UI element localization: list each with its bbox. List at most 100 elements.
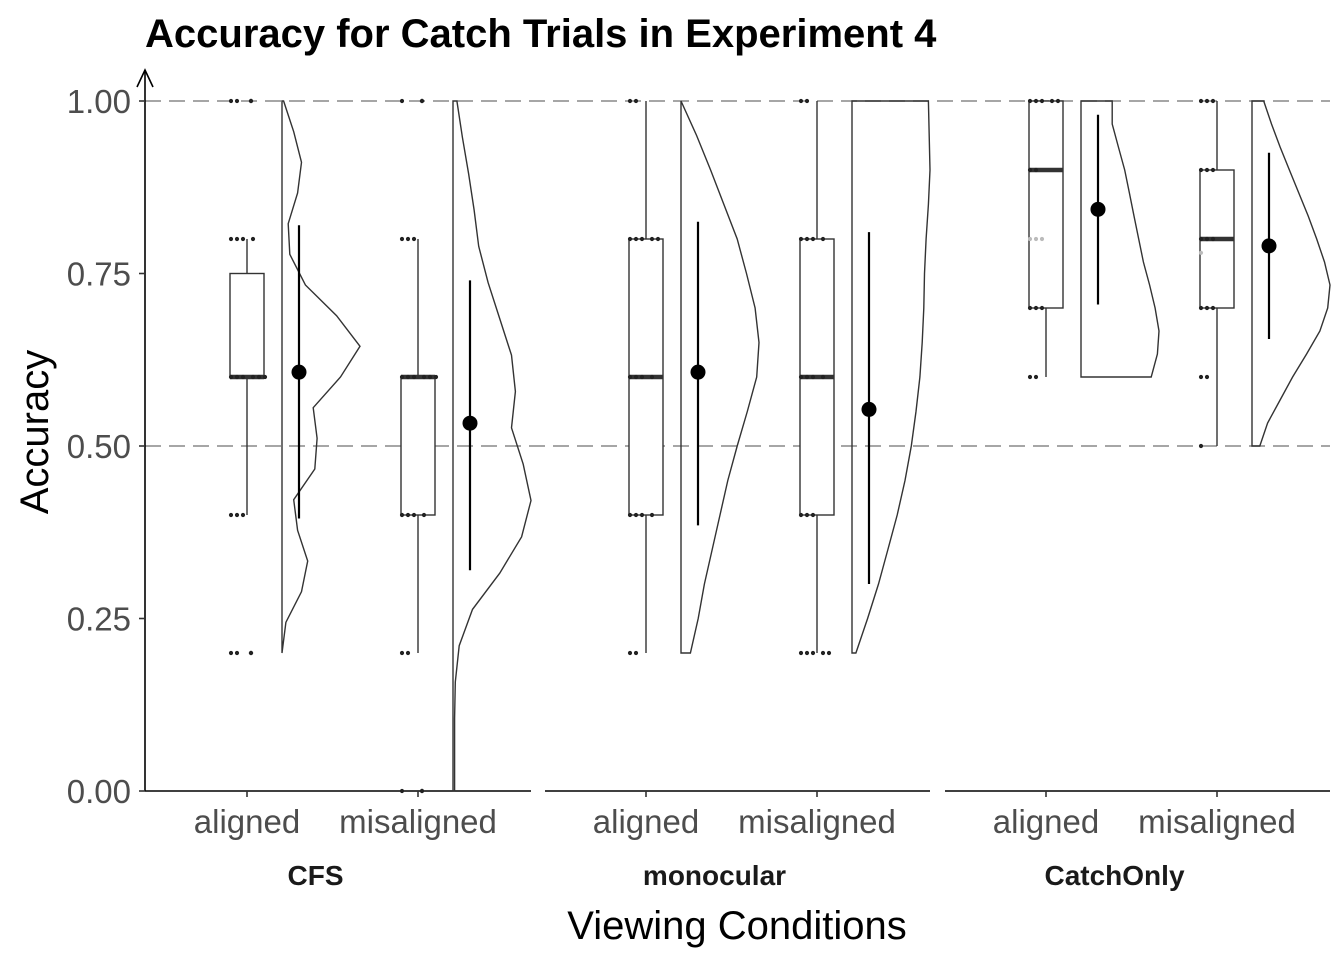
- data-point: [399, 98, 405, 104]
- mean-point: [1261, 238, 1277, 254]
- data-point: [1210, 98, 1216, 104]
- data-point: [1039, 98, 1045, 104]
- data-point: [228, 236, 234, 242]
- data-point: [655, 236, 661, 242]
- data-point: [1027, 374, 1033, 380]
- data-point: [405, 512, 411, 518]
- data-point: [399, 374, 405, 380]
- data-point: [240, 512, 246, 518]
- data-point: [228, 650, 234, 656]
- data-point: [810, 374, 816, 380]
- box-iqr: [400, 376, 436, 516]
- y-axis-arrow: [136, 68, 154, 88]
- chart-title: Accuracy for Catch Trials in Experiment …: [145, 12, 937, 56]
- data-point: [1027, 98, 1033, 104]
- data-point: [820, 374, 826, 380]
- data-point: [1204, 98, 1210, 104]
- data-point: [1033, 374, 1039, 380]
- violin-density: [851, 100, 931, 654]
- data-point: [1204, 374, 1210, 380]
- data-point: [256, 374, 262, 380]
- data-point: [399, 788, 405, 794]
- data-point: [421, 512, 427, 518]
- data-point: [411, 374, 417, 380]
- x-tick-label: misaligned: [738, 803, 896, 840]
- data-point: [405, 650, 411, 656]
- data-point: [649, 512, 655, 518]
- data-point: [240, 236, 246, 242]
- data-point: [804, 650, 810, 656]
- data-point: [627, 650, 633, 656]
- data-point: [234, 374, 240, 380]
- data-point: [633, 236, 639, 242]
- data-point: [234, 236, 240, 242]
- data-point: [1198, 305, 1204, 311]
- data-point: [1204, 167, 1210, 173]
- violin-density: [680, 100, 760, 654]
- data-point: [633, 98, 639, 104]
- y-tick-label: 0.50: [67, 428, 131, 465]
- data-point: [804, 98, 810, 104]
- box-outlier: [248, 98, 254, 104]
- mean-point: [291, 364, 307, 380]
- data-point: [1033, 236, 1039, 242]
- data-point: [1198, 250, 1204, 255]
- mean-point: [462, 415, 478, 431]
- data-point: [1033, 305, 1039, 311]
- data-point: [633, 650, 639, 656]
- data-point: [798, 98, 804, 104]
- facet-label: CFS: [288, 860, 344, 891]
- data-point: [399, 236, 405, 242]
- data-point: [798, 374, 804, 380]
- data-point: [411, 512, 417, 518]
- x-tick-label: aligned: [993, 803, 1099, 840]
- data-point: [250, 236, 256, 242]
- box-outlier: [419, 788, 425, 794]
- data-point: [639, 512, 645, 518]
- data-point: [1204, 305, 1210, 311]
- data-point: [405, 236, 411, 242]
- mean-point: [1090, 201, 1106, 217]
- y-axis-title: Accuracy: [13, 350, 57, 515]
- data-point: [804, 236, 810, 242]
- box-outlier: [248, 650, 254, 656]
- data-point: [810, 512, 816, 518]
- data-point: [1210, 305, 1216, 311]
- violin-density: [1080, 100, 1160, 378]
- y-tick-label: 1.00: [67, 83, 131, 120]
- x-tick-label: misaligned: [1138, 803, 1296, 840]
- data-point: [798, 512, 804, 518]
- y-tick-label: 0.75: [67, 256, 131, 293]
- mean-point: [861, 401, 877, 417]
- mean-point: [690, 364, 706, 380]
- data-point: [798, 236, 804, 242]
- data-point: [1198, 443, 1204, 449]
- plot-area: 0.00 0.25 0.50 0.75 1.00 aligned misaligned CFS…: [67, 68, 1331, 891]
- data-point: [627, 512, 633, 518]
- data-point: [1198, 236, 1204, 242]
- y-tick-label: 0.00: [67, 773, 131, 810]
- data-point: [633, 512, 639, 518]
- data-point: [433, 374, 439, 380]
- data-point: [1027, 236, 1033, 242]
- data-point: [228, 512, 234, 518]
- data-point: [240, 374, 246, 380]
- data-point: [649, 374, 655, 380]
- x-tick-label: aligned: [593, 803, 699, 840]
- data-point: [1210, 236, 1216, 242]
- violin-density: [452, 100, 532, 792]
- data-point: [1198, 374, 1204, 380]
- data-point: [405, 374, 411, 380]
- data-point: [1049, 98, 1055, 104]
- data-point: [234, 512, 240, 518]
- data-point: [826, 650, 832, 656]
- data-point: [810, 650, 816, 656]
- data-point: [1210, 167, 1216, 173]
- violin-density: [1251, 100, 1331, 447]
- data-point: [399, 650, 405, 656]
- data-point: [820, 650, 826, 656]
- data-point: [1027, 167, 1033, 173]
- data-point: [798, 650, 804, 656]
